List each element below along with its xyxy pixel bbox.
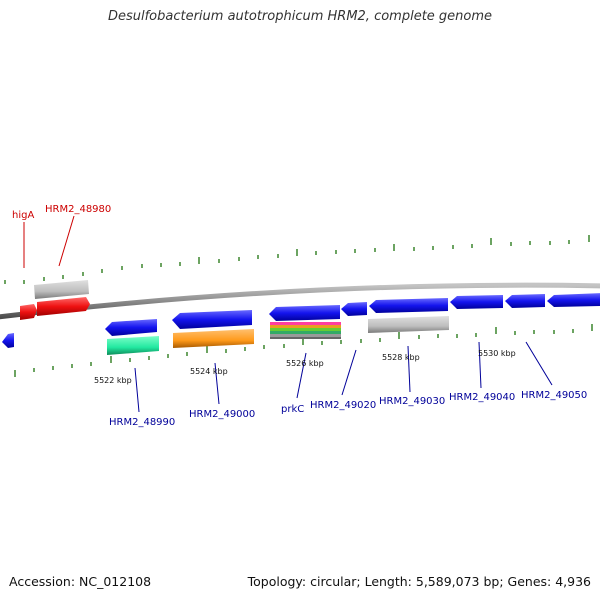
gene-label-HRM2_49030[interactable]: HRM2_49030 — [379, 396, 445, 407]
gene-label-prkC[interactable]: prkC — [281, 404, 304, 415]
gene-label-HRM2_48990[interactable]: HRM2_48990 — [109, 417, 175, 428]
gene-right-partial[interactable] — [547, 293, 600, 307]
scale-labels: 5522 kbp 5524 kbp 5526 kbp 5528 kbp 5530… — [94, 349, 516, 385]
gene-label-HRM2_49020[interactable]: HRM2_49020 — [310, 400, 376, 411]
pseudo-gene-forward[interactable] — [34, 280, 89, 299]
pseudo-gene-HRM2_49030[interactable] — [368, 316, 449, 333]
feature-HRM2_48990[interactable] — [107, 336, 159, 355]
gene-label-HRM2_49050[interactable]: HRM2_49050 — [521, 390, 587, 401]
gene-label-higA[interactable]: higA — [12, 210, 34, 221]
forward-strand — [20, 280, 90, 320]
feature-HRM2_49000[interactable] — [173, 329, 254, 348]
label-leaders — [23, 215, 553, 413]
map-title: Desulfobacterium autotrophicum HRM2, com… — [107, 9, 493, 24]
gene-label-HRM2_48980[interactable]: HRM2_48980 — [45, 204, 111, 215]
genome-summary-text: Topology: circular; Length: 5,589,073 bp… — [247, 574, 591, 589]
gene-labels: higA HRM2_48980 HRM2_48990 HRM2_49000 pr… — [12, 204, 587, 428]
scale-label: 5530 kbp — [478, 349, 516, 358]
gene-HRM2_49050[interactable] — [505, 294, 545, 308]
gene-label-HRM2_49040[interactable]: HRM2_49040 — [449, 392, 515, 403]
scale-label: 5526 kbp — [286, 359, 324, 368]
gene-HRM2_48980[interactable] — [37, 297, 90, 316]
gene-HRM2_49040[interactable] — [450, 295, 503, 309]
gene-label-HRM2_49000[interactable]: HRM2_49000 — [189, 409, 255, 420]
gene-left-partial[interactable] — [2, 333, 14, 348]
scale-label: 5522 kbp — [94, 376, 132, 385]
gene-HRM2_49000[interactable] — [172, 310, 252, 329]
scale-label: 5524 kbp — [190, 367, 228, 376]
reverse-strand — [2, 293, 600, 355]
outer-tick-ring — [4, 235, 590, 284]
scale-label: 5528 kbp — [382, 353, 420, 362]
gene-higA[interactable] — [20, 304, 37, 320]
gene-HRM2_48990[interactable] — [105, 319, 157, 336]
accession-text: Accession: NC_012108 — [9, 574, 152, 589]
inner-tick-ring — [14, 324, 593, 377]
gene-HRM2_49020[interactable] — [341, 302, 367, 316]
gene-HRM2_49030[interactable] — [369, 298, 448, 313]
gene-prkC[interactable] — [269, 305, 340, 321]
feature-prkC-stripes — [270, 322, 341, 339]
